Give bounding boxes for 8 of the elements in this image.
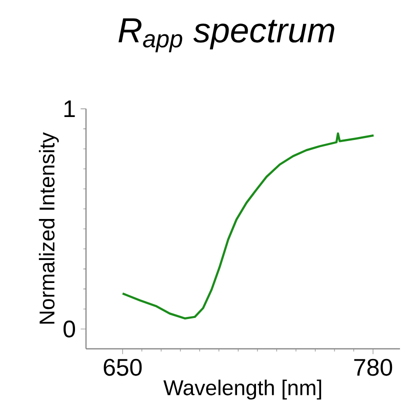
y-axis-title: Normalized Intensity — [38, 132, 59, 324]
x-tick-label: 780 — [354, 358, 392, 376]
x-axis-title: Wavelength [nm] — [163, 380, 322, 400]
chart-title: R$_{app}$ spectrum — [118, 18, 334, 52]
y-tick-label: 1 — [64, 100, 75, 118]
x-tick-label: 650 — [104, 358, 142, 376]
y-tick-label: 0 — [64, 320, 76, 338]
line-series — [122, 132, 375, 320]
